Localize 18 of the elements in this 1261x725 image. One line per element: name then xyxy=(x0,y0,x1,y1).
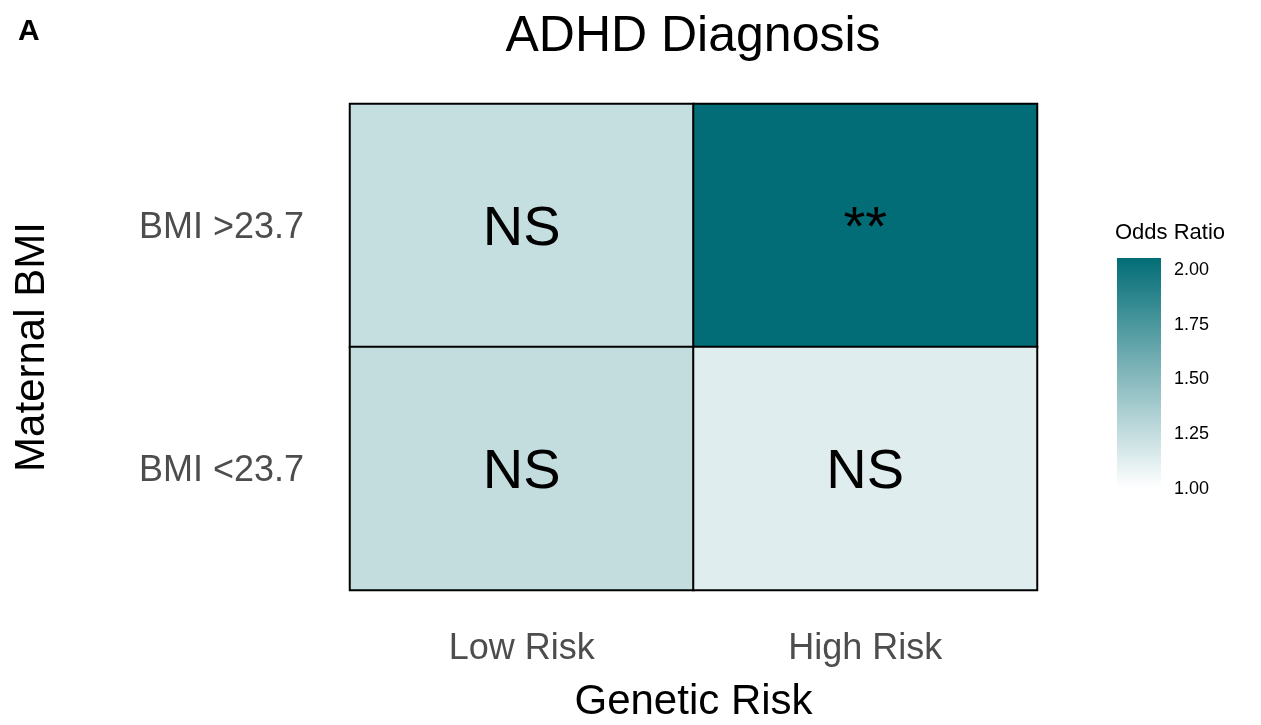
x-axis-title: Genetic Risk xyxy=(574,675,814,723)
y-tick-label: BMI <23.7 xyxy=(138,448,304,489)
x-tick-label: High Risk xyxy=(788,625,944,667)
data-label: NS xyxy=(482,437,561,500)
color-bar-label: 2.00 xyxy=(1174,258,1210,279)
y-axis-title: Maternal BMI xyxy=(5,222,53,472)
x-tick-label: Low Risk xyxy=(448,625,596,667)
data-label: ** xyxy=(843,194,888,257)
color-bar-title: Odds Ratio xyxy=(1115,218,1226,244)
color-bar-label: 1.25 xyxy=(1174,423,1210,444)
data-label: NS xyxy=(482,194,561,257)
color-bar-label: 1.00 xyxy=(1174,478,1210,498)
color-bar-label: 1.50 xyxy=(1174,368,1210,389)
data-label: NS xyxy=(826,437,905,500)
color-bar-label: 1.75 xyxy=(1174,313,1210,334)
y-tick-label: BMI >23.7 xyxy=(138,205,304,246)
chart-title: ADHD Diagnosis xyxy=(505,6,881,62)
text: A xyxy=(18,12,40,46)
